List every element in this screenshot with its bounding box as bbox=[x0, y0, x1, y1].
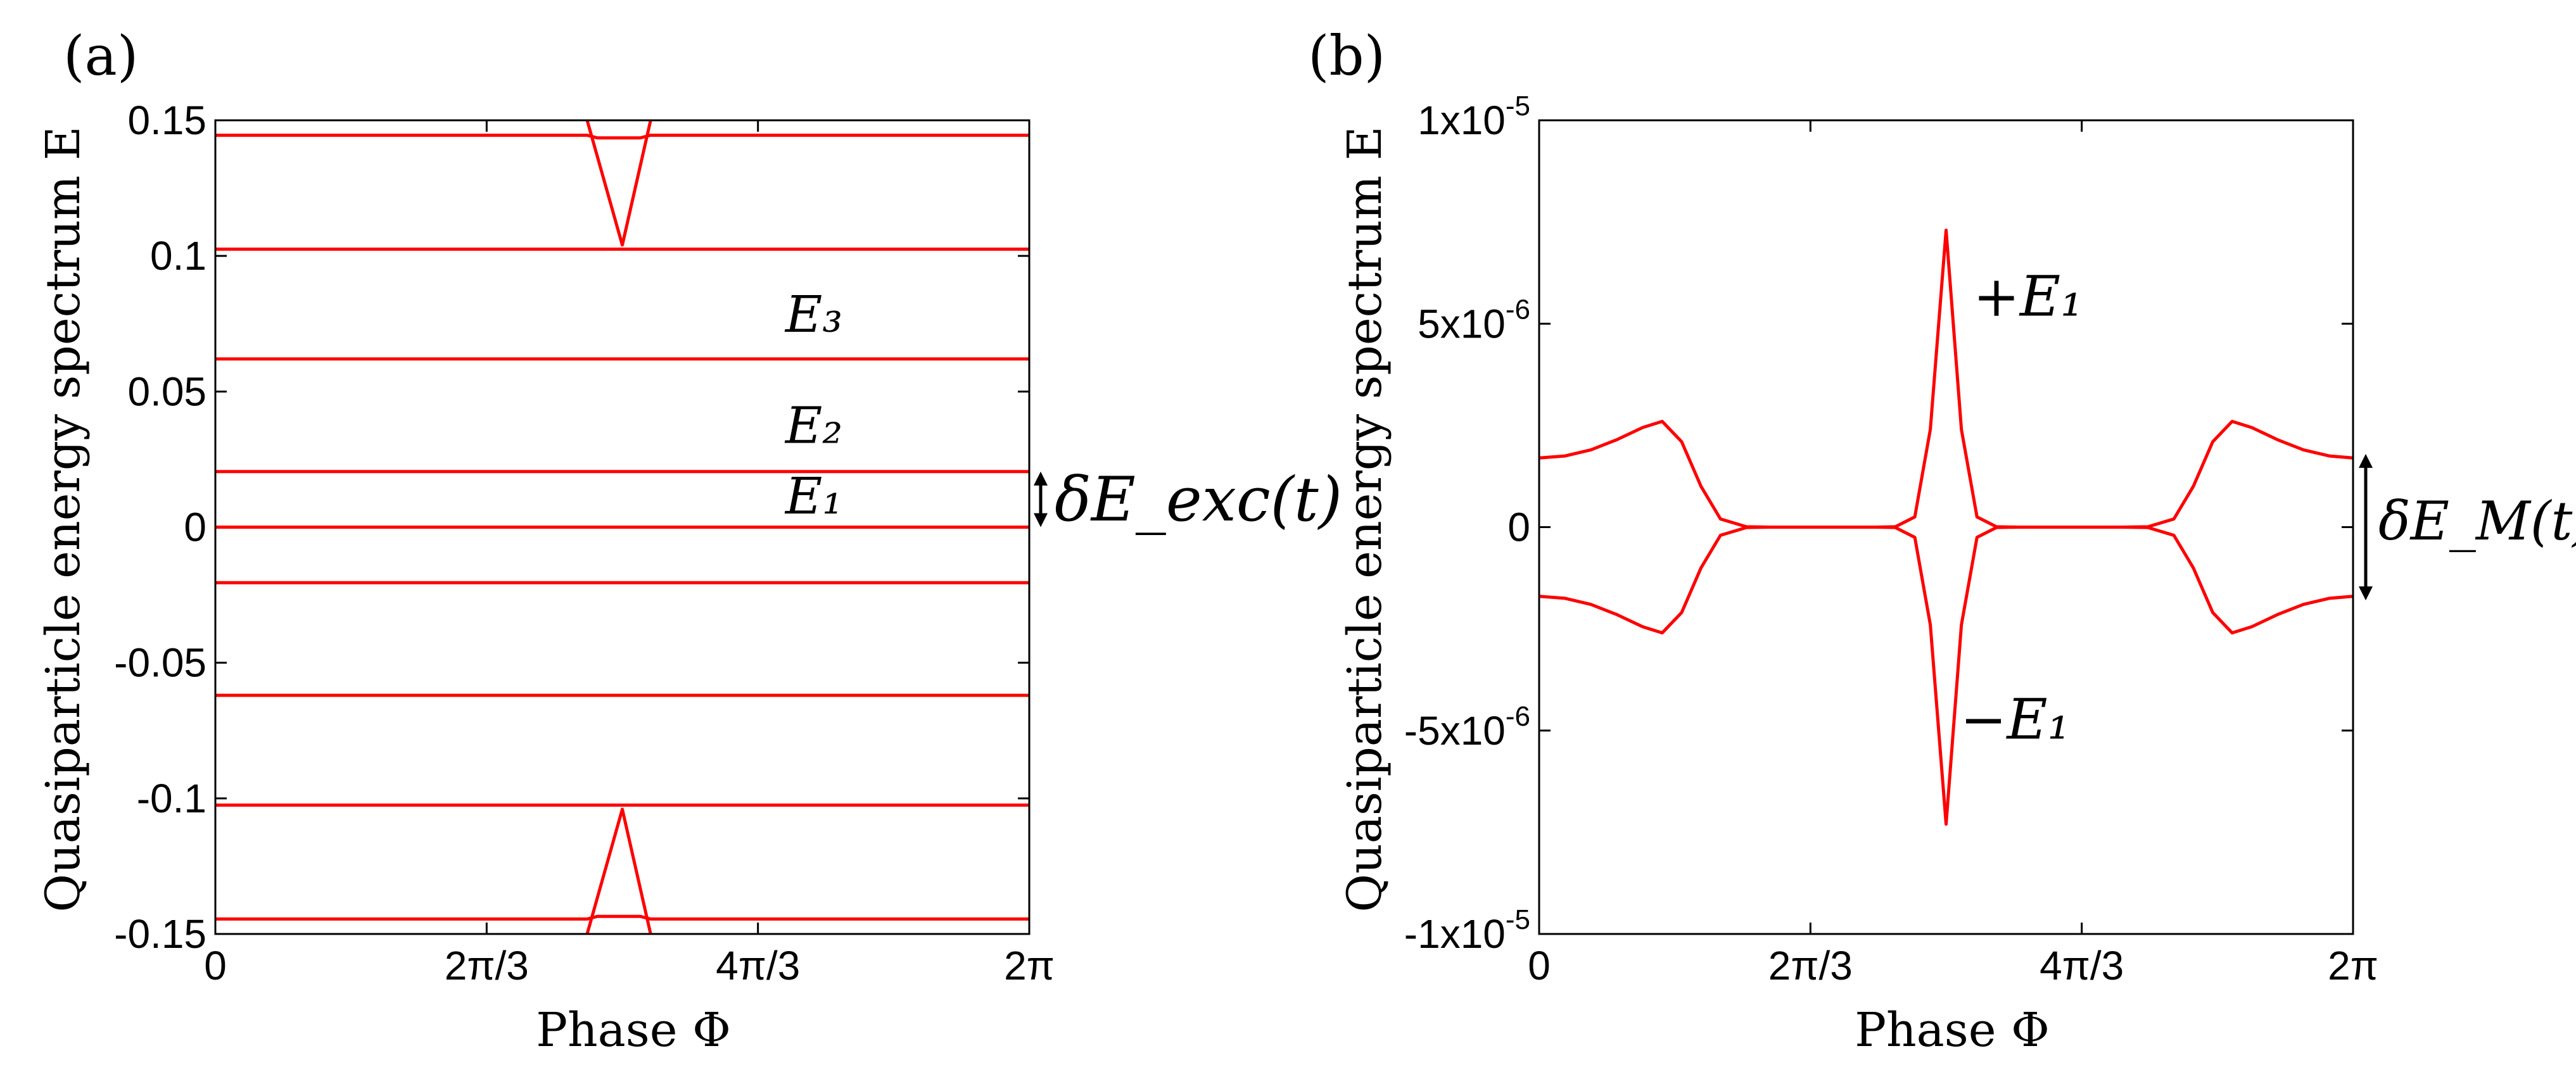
x-tick-label: 0 bbox=[1528, 943, 1551, 988]
panel-label-b: (b) bbox=[1308, 25, 1385, 88]
side-arrow-head-down bbox=[1034, 513, 1048, 527]
side-arrow-a bbox=[1034, 471, 1048, 527]
y-tick-label: -0.15 bbox=[114, 911, 206, 957]
side-arrow-head-down bbox=[2359, 586, 2373, 601]
panel-label-a: (a) bbox=[63, 25, 138, 88]
x-tick-label: 0 bbox=[204, 943, 227, 988]
y-tick-label: 0.1 bbox=[150, 233, 206, 279]
y-tick-label: 1x10-5 bbox=[1418, 91, 1530, 143]
annotation-E1: E₁ bbox=[784, 467, 842, 526]
annotation-E3: E₃ bbox=[784, 285, 842, 344]
annotations-a: E₃ E₂ E₁ bbox=[784, 285, 842, 526]
series-line-a-10 bbox=[585, 807, 652, 935]
annotation-minus-E1: −E₁ bbox=[1960, 687, 2070, 752]
panel-a: (a) Quasiparticle energy spectrum E Phas… bbox=[36, 25, 1342, 1057]
svg-text:Quasiparticle energy spectrum: Quasiparticle energy spectrum E bbox=[36, 126, 91, 912]
series-line-a-9 bbox=[215, 914, 1029, 921]
y-tick-label: -5x10-6 bbox=[1404, 701, 1530, 754]
annotation-E2: E₂ bbox=[784, 396, 842, 455]
ticks-b: 0 2π/3 4π/3 2π 1x10-5 5x10-6 0 -5x10-6 -1x10-5 bbox=[1404, 91, 2378, 988]
series-line-a-1 bbox=[585, 120, 652, 247]
x-axis-label-a: Phase Φ bbox=[536, 1003, 731, 1057]
series-line-b-1 bbox=[1539, 526, 2354, 826]
plot-frame-b bbox=[1538, 119, 2354, 935]
x-tick-label: 4π/3 bbox=[716, 943, 800, 988]
y-tick-label: -1x10-5 bbox=[1404, 904, 1530, 957]
y-tick-label: -0.1 bbox=[137, 776, 206, 821]
y-tick-label: 0 bbox=[1507, 505, 1530, 550]
x-axis-label-b: Phase Φ bbox=[1855, 1003, 2050, 1057]
x-tick-label: 2π/3 bbox=[1768, 943, 1853, 988]
y-tick-label: -0.05 bbox=[114, 640, 206, 686]
annotations-b: +E₁ −E₁ bbox=[1960, 263, 2083, 752]
svg-text:Quasiparticle energy spectrum: Quasiparticle energy spectrum E bbox=[1338, 126, 1392, 912]
annotation-plus-E1: +E₁ bbox=[1973, 263, 2083, 329]
y-tick-label: 0.05 bbox=[127, 369, 206, 414]
x-tick-label: 2π bbox=[2328, 943, 2378, 988]
series-b bbox=[1539, 229, 2354, 826]
series-line-a-0 bbox=[215, 134, 1029, 140]
plot-frame-a bbox=[214, 119, 1031, 935]
y-axis-label-b: Quasiparticle energy spectrum E bbox=[1338, 126, 1392, 912]
ticks-a: 0 2π/3 4π/3 2π 0.15 0.1 0.05 0 -0.05 -0.1 -0.15 bbox=[114, 98, 1055, 988]
series-line-b-0 bbox=[1539, 229, 2354, 529]
y-tick-label: 0.15 bbox=[127, 98, 206, 143]
x-tick-label: 4π/3 bbox=[2040, 943, 2124, 988]
y-axis-label-a: Quasiparticle energy spectrum E bbox=[36, 126, 91, 912]
side-arrow-head-up bbox=[1034, 471, 1048, 486]
side-arrow-head-up bbox=[2359, 453, 2373, 468]
side-label-a: δE_exc(t) bbox=[1055, 464, 1342, 535]
series-a bbox=[215, 120, 1029, 935]
y-tick-label: 0 bbox=[184, 505, 206, 550]
side-arrow-b bbox=[2359, 453, 2373, 601]
x-tick-label: 2π/3 bbox=[445, 943, 529, 988]
y-tick-label: 5x10-6 bbox=[1418, 294, 1530, 346]
x-tick-label: 2π bbox=[1004, 943, 1055, 988]
panel-b: (b) Quasiparticle energy spectrum E Phas… bbox=[1308, 25, 2576, 1057]
side-label-b: δE_M(t) bbox=[2378, 490, 2576, 552]
